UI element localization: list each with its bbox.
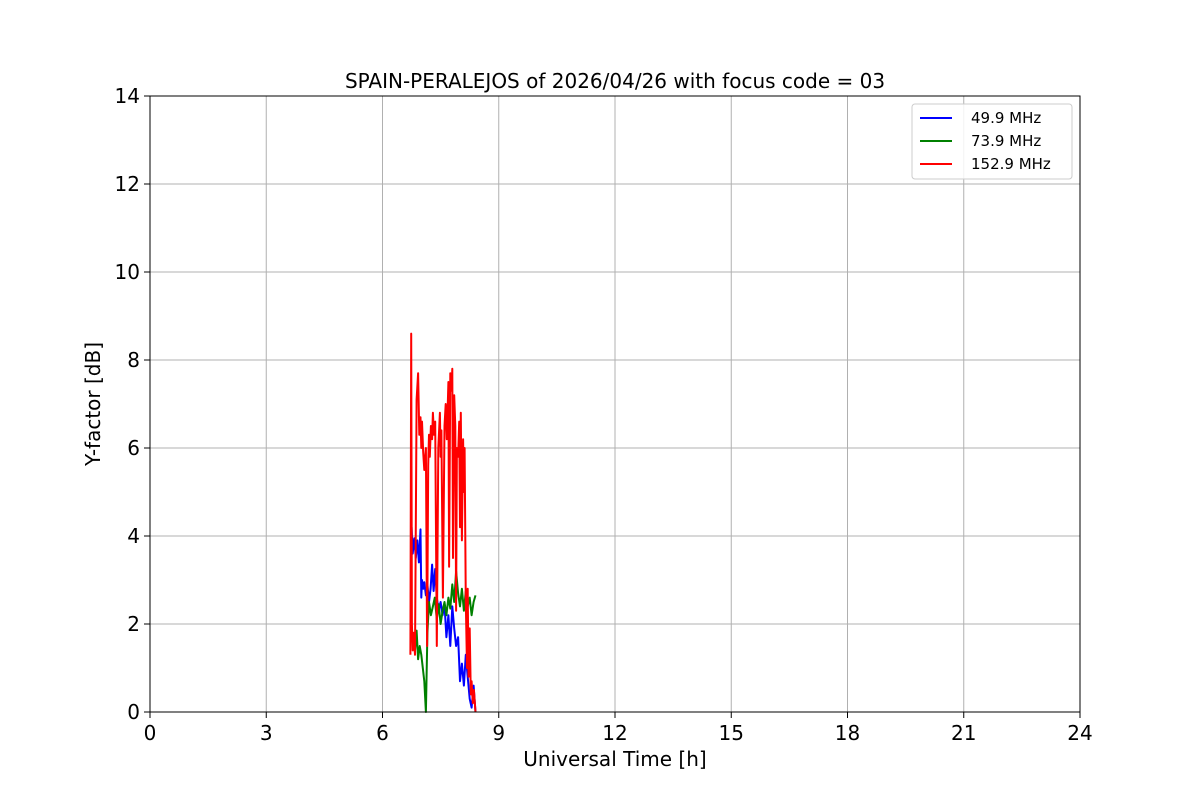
y-tick-label: 0	[127, 700, 140, 724]
x-tick-label: 15	[719, 721, 744, 745]
series-line-152-9-mhz	[409, 332, 477, 713]
chart-title: SPAIN-PERALEJOS of 2026/04/26 with focus…	[345, 69, 885, 93]
x-tick-label: 3	[260, 721, 273, 745]
series-layer	[409, 332, 477, 713]
x-tick-label: 21	[951, 721, 976, 745]
x-tick-label: 0	[144, 721, 157, 745]
legend-box	[911, 103, 1073, 180]
y-tick-label: 12	[115, 172, 140, 196]
x-tick-label: 9	[492, 721, 505, 745]
legend-label: 49.9 MHz	[971, 109, 1041, 127]
x-axis-label: Universal Time [h]	[523, 747, 706, 771]
x-tick-label: 18	[835, 721, 860, 745]
legend-label: 152.9 MHz	[971, 155, 1051, 173]
y-tick-label: 8	[127, 348, 140, 372]
legend: 49.9 MHz 73.9 MHz 152.9 MHz	[911, 103, 1073, 180]
y-tick-label: 2	[127, 612, 140, 636]
x-tick-label: 12	[602, 721, 627, 745]
x-tick-label: 6	[376, 721, 389, 745]
y-tick-label: 4	[127, 524, 140, 548]
x-tick-label: 24	[1067, 721, 1092, 745]
y-tick-label: 6	[127, 436, 140, 460]
y-axis-label: Y-factor [dB]	[81, 342, 105, 467]
y-tick-label: 10	[115, 260, 140, 284]
series-line-73-9-mhz	[412, 570, 477, 713]
legend-label: 73.9 MHz	[971, 132, 1041, 150]
y-tick-label: 14	[115, 84, 140, 108]
